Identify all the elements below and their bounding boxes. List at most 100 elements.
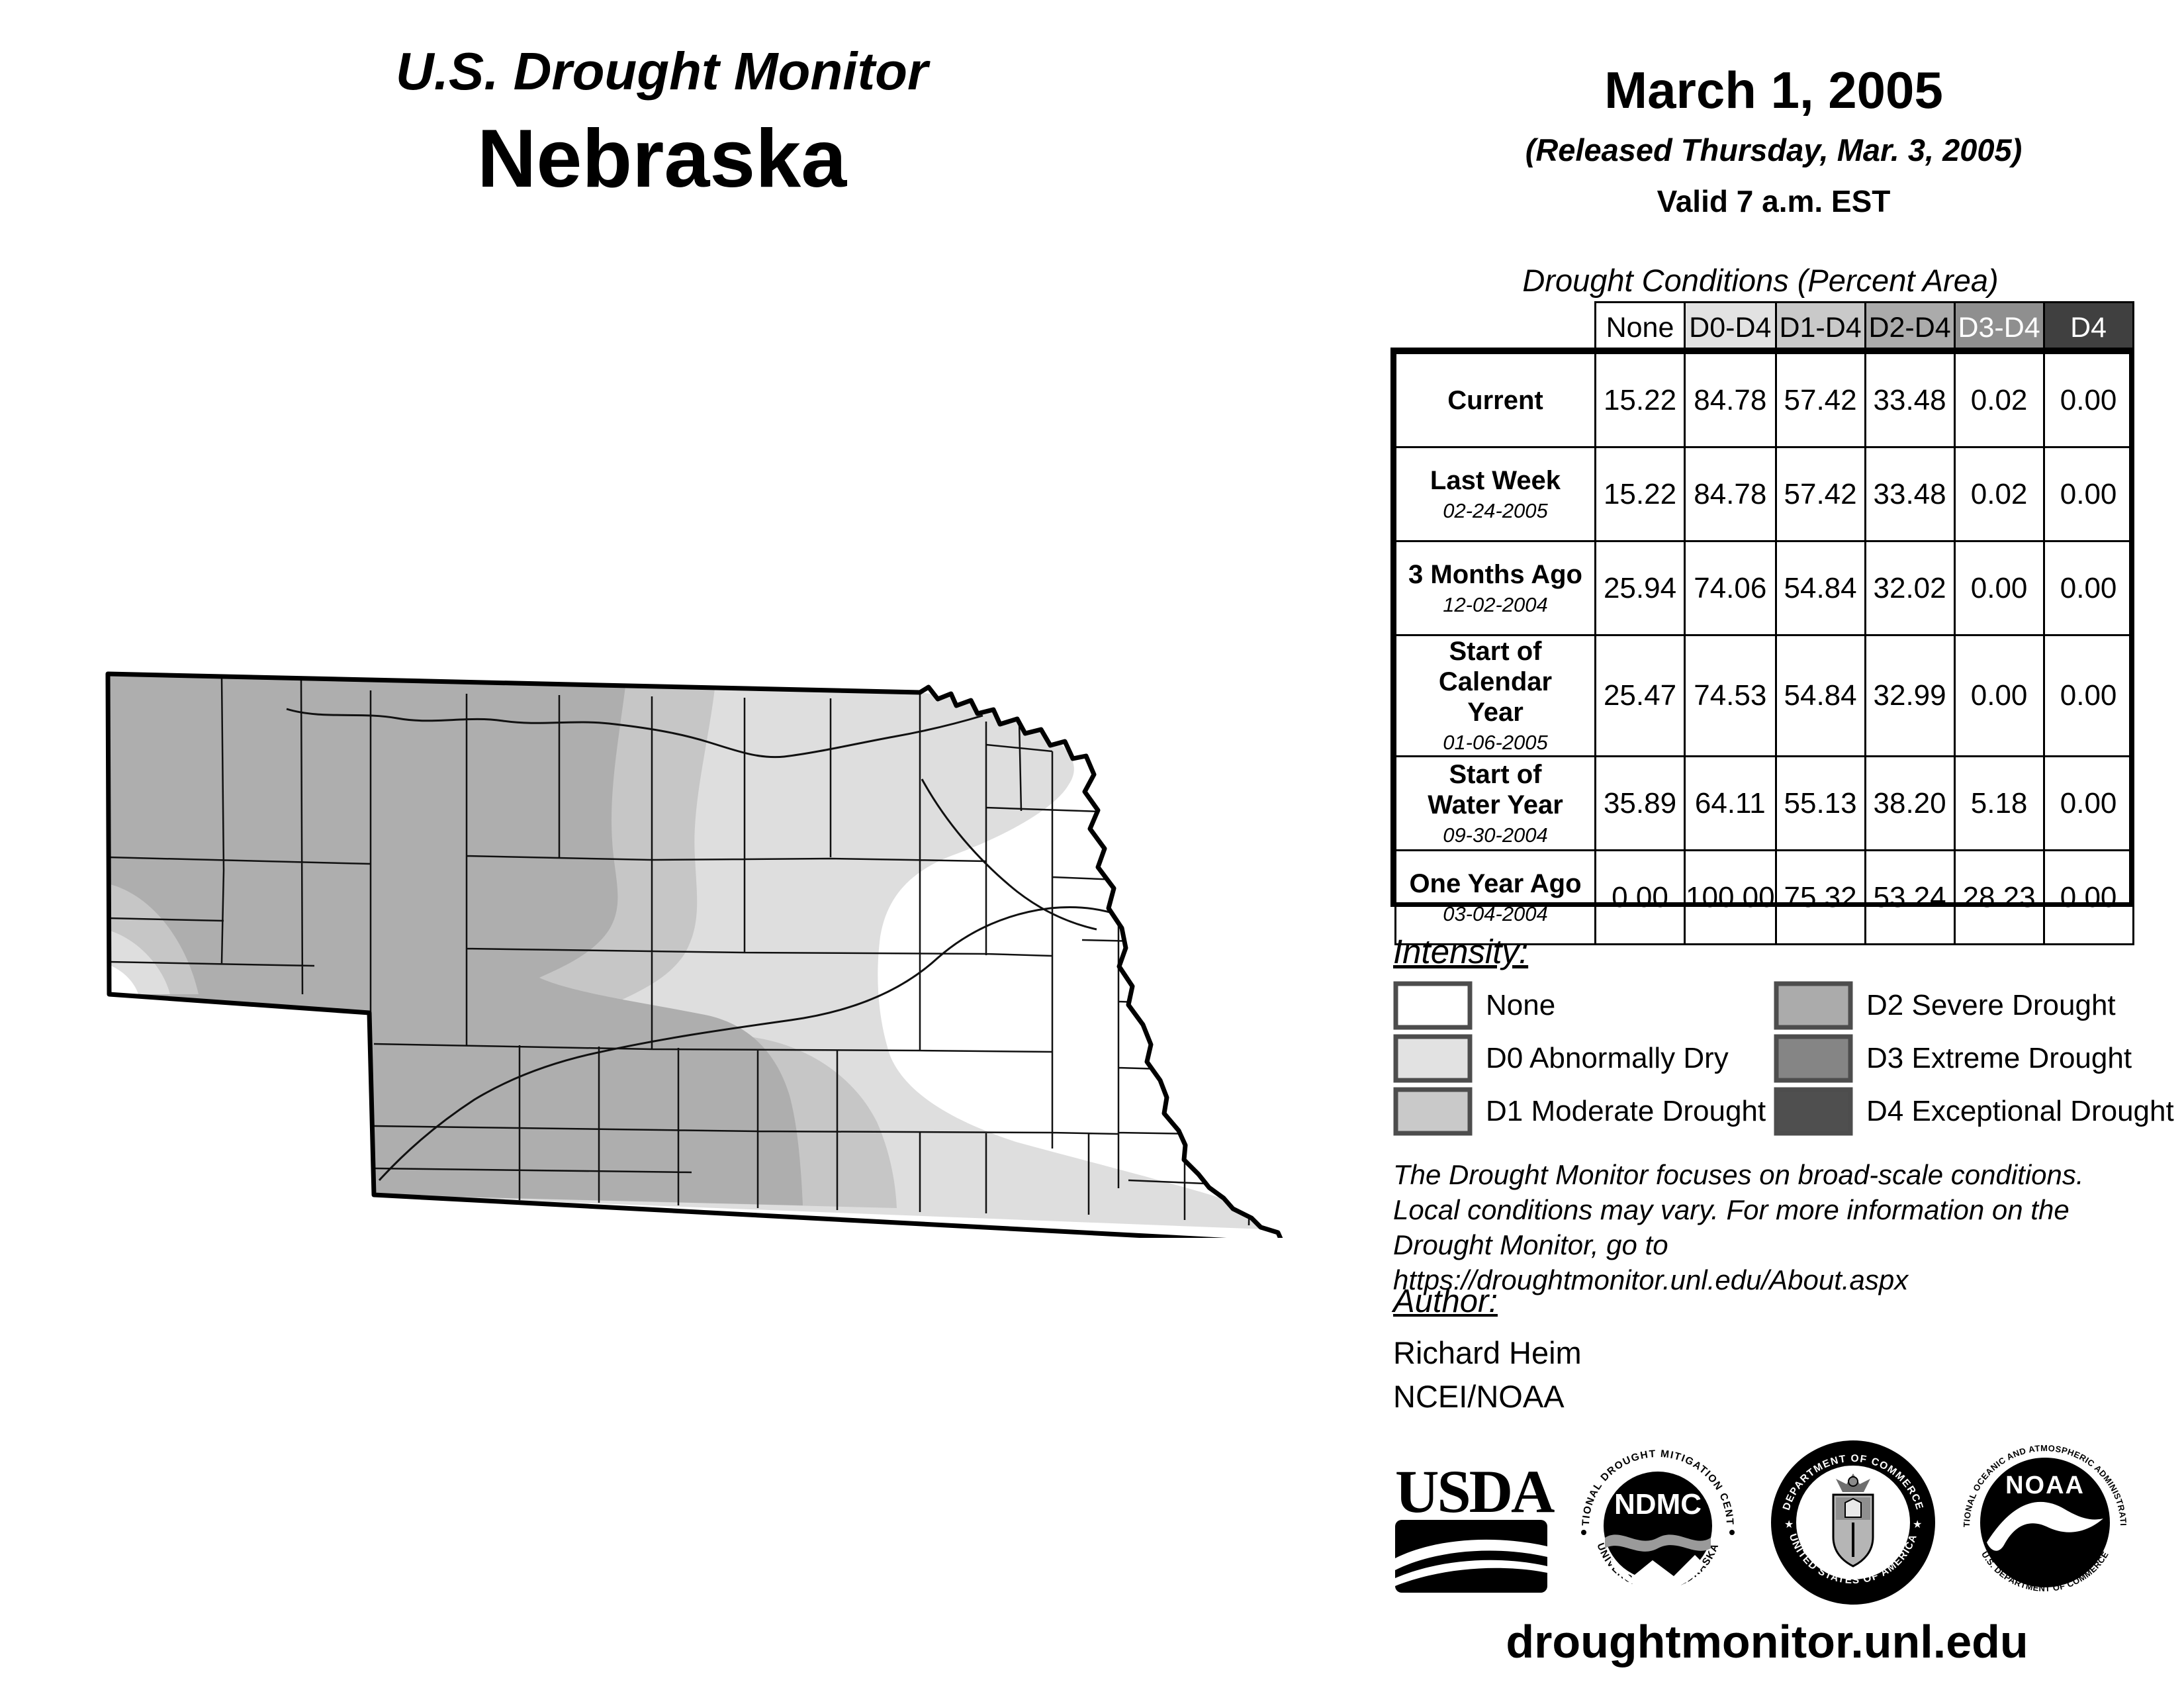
cell-value: 53.24 [1864, 849, 1956, 945]
drought-conditions-table: None D0-D4 D1-D4 D2-D4 D3-D4 D4 Current … [1394, 301, 2134, 945]
ndmc-wordmark: NDMC [1614, 1488, 1702, 1521]
cell-value: 0.02 [1953, 446, 2045, 542]
usda-logo: USDA [1395, 1461, 1555, 1596]
disclaimer-line: Local conditions may vary. For more info… [1393, 1194, 2070, 1225]
legend-label: D4 Exceptional Drought [1866, 1095, 2174, 1127]
legend-swatch-d2 [1774, 981, 1853, 1030]
table-row: 3 Months Ago 12-02-2004 25.94 74.06 54.8… [1394, 540, 2134, 636]
row-label: 3 Months Ago [1408, 559, 1582, 589]
cell-value: 32.02 [1864, 540, 1956, 636]
row-date: 09-30-2004 [1443, 823, 1548, 847]
row-date: 12-02-2004 [1443, 592, 1548, 616]
map-date: March 1, 2005 [1604, 61, 1943, 119]
cell-value: 57.42 [1774, 446, 1866, 542]
release-date: (Released Thursday, Mar. 3, 2005) [1525, 132, 2023, 167]
row-label-one-year-ago: One Year Ago 03-04-2004 [1394, 849, 1596, 945]
cell-value: 0.00 [2042, 634, 2134, 757]
table-header-row: None D0-D4 D1-D4 D2-D4 D3-D4 D4 [1395, 301, 2134, 354]
table-row: Start of Calendar Year 01-06-2005 25.47 … [1394, 634, 2134, 757]
cell-value: 64.11 [1684, 755, 1777, 851]
cell-value: 33.48 [1864, 352, 1956, 448]
row-label: Start of Water Year [1428, 759, 1563, 820]
cell-value: 33.48 [1864, 446, 1956, 542]
author-title: Author: [1393, 1284, 1498, 1319]
row-label-last-week: Last Week 02-24-2005 [1394, 446, 1596, 542]
cell-value: 0.00 [2042, 755, 2134, 851]
cell-value: 55.13 [1774, 755, 1866, 851]
table-row: Start of Water Year 09-30-2004 35.89 64.… [1394, 755, 2134, 851]
row-label-start-calendar-year: Start of Calendar Year 01-06-2005 [1394, 634, 1596, 757]
disclaimer-text: The Drought Monitor focuses on broad-sca… [1393, 1157, 2161, 1297]
doc-eagle-shield-icon [1832, 1474, 1874, 1568]
row-label-3-months-ago: 3 Months Ago 12-02-2004 [1394, 540, 1596, 636]
page-title: U.S. Drought Monitor [395, 42, 929, 101]
cell-value: 57.42 [1774, 352, 1866, 448]
legend-label: D2 Severe Drought [1866, 989, 2116, 1021]
title-block: U.S. Drought Monitor Nebraska [165, 40, 1158, 205]
nebraska-state-outline [105, 671, 1283, 1238]
col-header-none: None [1594, 301, 1686, 354]
row-label-current: Current [1394, 352, 1596, 448]
col-header-d4: D4 [2042, 301, 2134, 354]
cell-value: 54.84 [1774, 540, 1866, 636]
row-label-start-water-year: Start of Water Year 09-30-2004 [1394, 755, 1596, 851]
cell-value: 0.00 [1594, 849, 1686, 945]
cell-value: 5.18 [1953, 755, 2045, 851]
cell-value: 75.32 [1774, 849, 1866, 945]
legend-swatch-d0 [1393, 1034, 1473, 1083]
legend-swatch-d3 [1774, 1034, 1853, 1083]
cell-value: 25.47 [1594, 634, 1686, 757]
table-title: Drought Conditions (Percent Area) [1522, 263, 1999, 298]
cell-value: 84.78 [1684, 352, 1777, 448]
row-date: 02-24-2005 [1443, 498, 1548, 522]
col-header-d3-d4: D3-D4 [1953, 301, 2045, 354]
col-header-d1-d4: D1-D4 [1774, 301, 1866, 354]
row-label: Current [1447, 385, 1543, 415]
legend-swatch-none [1393, 981, 1473, 1030]
disclaimer-line: The Drought Monitor focuses on broad-sca… [1393, 1159, 2084, 1190]
department-of-commerce-logo: DEPARTMENT OF COMMERCE UNITED STATES OF … [1771, 1440, 1935, 1605]
disclaimer-line: Drought Monitor, go to https://droughtmo… [1393, 1229, 1909, 1295]
cell-value: 15.22 [1594, 352, 1686, 448]
cell-value: 0.00 [2042, 540, 2134, 636]
cell-value: 100.00 [1684, 849, 1777, 945]
cell-value: 35.89 [1594, 755, 1686, 851]
cell-value: 84.78 [1684, 446, 1777, 542]
noaa-logo: NATIONAL OCEANIC AND ATMOSPHERIC ADMINIS… [1962, 1443, 2128, 1593]
cell-value: 15.22 [1594, 446, 1686, 542]
legend-title: Intensity: [1393, 933, 1529, 970]
row-date: 01-06-2005 [1443, 731, 1548, 754]
usda-swoosh-icon [1395, 1520, 1547, 1593]
legend-swatch-d4 [1774, 1087, 1853, 1136]
state-title: Nebraska [477, 113, 847, 205]
row-date: 03-04-2004 [1443, 902, 1548, 925]
ndmc-logo: NATIONAL DROUGHT MITIGATION CENTER UNIVE… [1573, 1441, 1743, 1611]
legend-swatch-d1 [1393, 1087, 1473, 1136]
cell-value: 25.94 [1594, 540, 1686, 636]
cell-value: 38.20 [1864, 755, 1956, 851]
cell-value: 0.00 [2042, 352, 2134, 448]
cell-value: 0.00 [2042, 446, 2134, 542]
legend-label: D0 Abnormally Dry [1486, 1042, 1729, 1074]
sw-corner-none-sliver [108, 964, 138, 994]
author-organization: NCEI/NOAA [1393, 1379, 1565, 1414]
legend-label: D1 Moderate Drought [1486, 1095, 1766, 1127]
drought-region-d2 [108, 674, 803, 1205]
table-row: One Year Ago 03-04-2004 0.00 100.00 75.3… [1394, 849, 2134, 945]
legend-label: D3 Extreme Drought [1866, 1042, 2132, 1074]
row-label: One Year Ago [1409, 868, 1582, 898]
doc-star-right: ★ [1913, 1519, 1922, 1530]
site-url: droughtmonitor.unl.edu [1506, 1616, 2028, 1667]
nebraska-drought-map [105, 671, 1283, 1238]
col-header-d2-d4: D2-D4 [1864, 301, 1956, 354]
cell-value: 0.00 [2042, 849, 2134, 945]
row-label: Last Week [1430, 465, 1561, 495]
cell-value: 74.53 [1684, 634, 1777, 757]
noaa-seagull-icon [1987, 1501, 2103, 1551]
cell-value: 0.00 [1953, 540, 2045, 636]
table-row: Last Week 02-24-2005 15.22 84.78 57.42 3… [1394, 446, 2134, 542]
cell-value: 0.00 [1953, 634, 2045, 757]
table-row: Current 15.22 84.78 57.42 33.48 0.02 0.0… [1394, 352, 2134, 448]
cell-value: 54.84 [1774, 634, 1866, 757]
